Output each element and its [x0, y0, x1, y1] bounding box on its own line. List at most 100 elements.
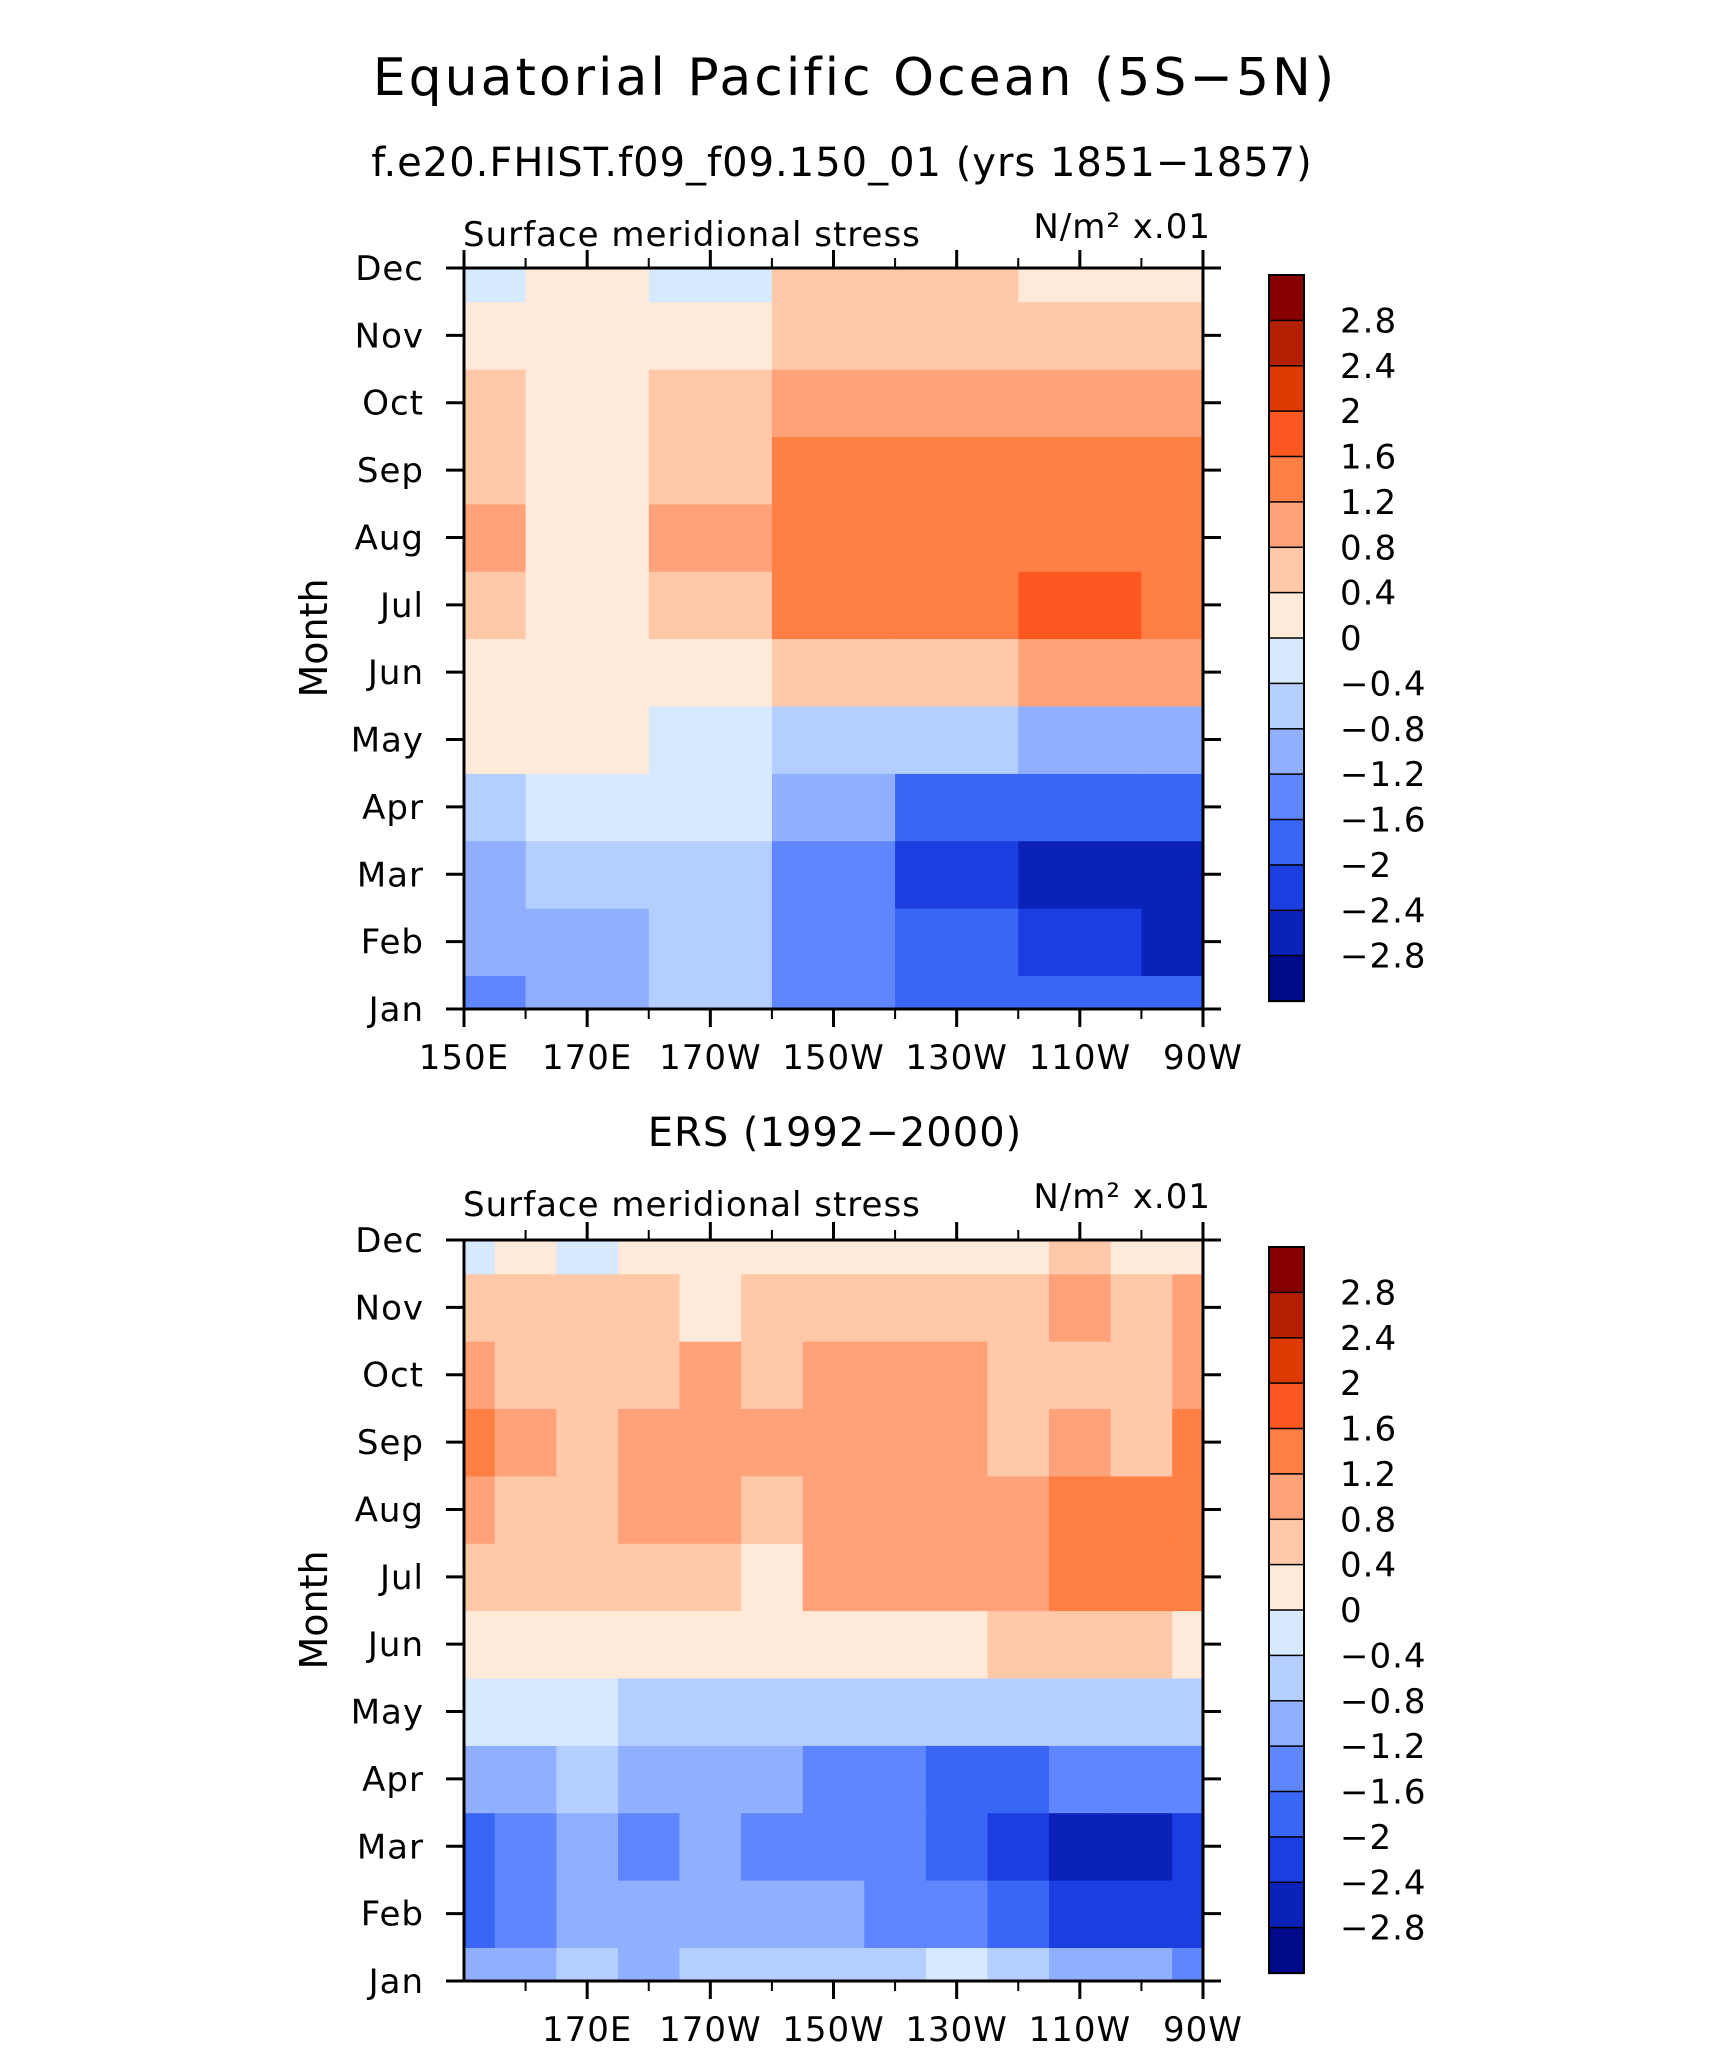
heatmap-cell [771, 301, 896, 370]
panel-top-y-axis-title: Month [292, 578, 336, 697]
heatmap-cell [1110, 1610, 1173, 1679]
heatmap-cell [1141, 705, 1203, 774]
heatmap-cell [771, 369, 896, 437]
heatmap-cell [1110, 1543, 1173, 1612]
panel-top-colorbar: 2.8 2.4 2 1.6 1.2 0.8 0.4 0 −0.4 −0.8 −1.2 −1.6 −2 −2… [1268, 274, 1427, 1003]
heatmap-cell [618, 1812, 681, 1881]
heatmap-cell [771, 975, 896, 1009]
heatmap-cell [464, 1475, 496, 1544]
colorbar-swatch [1268, 319, 1305, 367]
heatmap-cell [741, 1341, 804, 1409]
colorbar-swatch [1268, 1518, 1305, 1566]
panel-top-subtitle: f.e20.FHIST.f09_f09.150_01 (yrs 1851−185… [371, 140, 1312, 186]
heatmap-cell [1141, 436, 1203, 505]
heatmap-cell [895, 571, 1019, 640]
heatmap-cell [895, 705, 1019, 774]
heatmap-cell [1172, 1475, 1203, 1544]
colorbar-swatch [1268, 1926, 1305, 1975]
heatmap-cell [1018, 268, 1143, 303]
x-tick-label: 150E [419, 1038, 509, 1078]
heatmap-cell [1172, 1341, 1203, 1409]
heatmap-cell [1049, 1475, 1112, 1544]
heatmap-cell [494, 1543, 557, 1612]
heatmap-cell [987, 1745, 1050, 1814]
heatmap-cell [802, 1475, 865, 1544]
panel-top: f.e20.FHIST.f09_f09.150_01 (yrs 1851−185… [292, 140, 1427, 1078]
heatmap-cell [618, 1947, 681, 1981]
x-tick-label: 150W [782, 2010, 885, 2050]
heatmap-cell [494, 1240, 557, 1275]
heatmap-cell [741, 1745, 804, 1814]
heatmap-cell [1049, 1812, 1112, 1881]
heatmap-cell [556, 1745, 619, 1814]
heatmap-cell [895, 436, 1019, 505]
y-tick-label: Mar [357, 855, 424, 895]
heatmap-cell [464, 840, 527, 909]
heatmap-cell [556, 1408, 619, 1477]
heatmap-cell [771, 638, 896, 707]
heatmap-cell [464, 1341, 496, 1409]
heatmap-cell [494, 1812, 557, 1881]
heatmap-cell [648, 908, 773, 976]
heatmap-cell [679, 1273, 742, 1342]
heatmap-cell [925, 1341, 989, 1409]
heatmap-cell [525, 975, 650, 1009]
heatmap-cell [741, 1812, 804, 1881]
heatmap-cell [741, 1273, 804, 1342]
heatmap-cell [648, 301, 773, 370]
colorbar-label: −2.8 [1340, 937, 1427, 977]
heatmap-cell [1110, 1341, 1173, 1409]
heatmap-cell [494, 1745, 557, 1814]
heatmap-cell [464, 503, 527, 572]
heatmap-cell [464, 1677, 496, 1746]
y-tick-label: Jan [367, 1962, 424, 2002]
colorbar-swatch [1268, 1382, 1305, 1430]
colorbar-label: 0 [1340, 619, 1363, 659]
heatmap-cell [618, 1273, 681, 1342]
colorbar-swatch [1268, 365, 1305, 413]
heatmap-cell [556, 1947, 619, 1981]
y-tick-label: Feb [361, 923, 424, 963]
y-tick-label: Oct [362, 1356, 424, 1396]
heatmap-cell [1141, 908, 1203, 976]
heatmap-cell [464, 1273, 496, 1342]
heatmap-cell [741, 1880, 804, 1948]
heatmap-cell [618, 1880, 681, 1948]
heatmap-cell [925, 1610, 989, 1679]
heatmap-cell [1049, 1745, 1112, 1814]
heatmap-cell [556, 1677, 619, 1746]
colorbar-label: −0.8 [1340, 710, 1427, 750]
heatmap-cell [494, 1880, 557, 1948]
colorbar-label: 2 [1340, 392, 1363, 432]
colorbar-swatch [1268, 954, 1305, 1003]
heatmap-cell [802, 1408, 865, 1477]
heatmap-cell [1049, 1610, 1112, 1679]
heatmap-cell [741, 1408, 804, 1477]
heatmap-cell [987, 1812, 1050, 1881]
heatmap-cell [556, 1812, 619, 1881]
colorbar-swatch [1268, 1563, 1305, 1612]
colorbar-swatch [1268, 1881, 1305, 1929]
colorbar-label: 2.4 [1340, 1319, 1397, 1359]
heatmap-cell [525, 773, 650, 842]
heatmap-cell [648, 840, 773, 909]
heatmap-cell [1110, 1812, 1173, 1881]
y-tick-label: Mar [357, 1827, 424, 1867]
y-tick-label: Sep [357, 1423, 424, 1463]
heatmap-cell [1110, 1273, 1173, 1342]
heatmap-cell [1049, 1341, 1112, 1409]
heatmap-cell [1172, 1273, 1203, 1342]
heatmap-cell [494, 1408, 557, 1477]
heatmap-cell [494, 1610, 557, 1679]
heatmap-cell [925, 1812, 989, 1881]
heatmap-cell [494, 1273, 557, 1342]
heatmap-cell [771, 773, 896, 842]
colorbar-swatch [1268, 1337, 1305, 1385]
colorbar-label: −0.8 [1340, 1682, 1427, 1722]
heatmap-cell [525, 369, 650, 437]
heatmap-cell [464, 1610, 496, 1679]
heatmap-cell [679, 1475, 742, 1544]
heatmap-cell [648, 571, 773, 640]
heatmap-cell [464, 1543, 496, 1612]
